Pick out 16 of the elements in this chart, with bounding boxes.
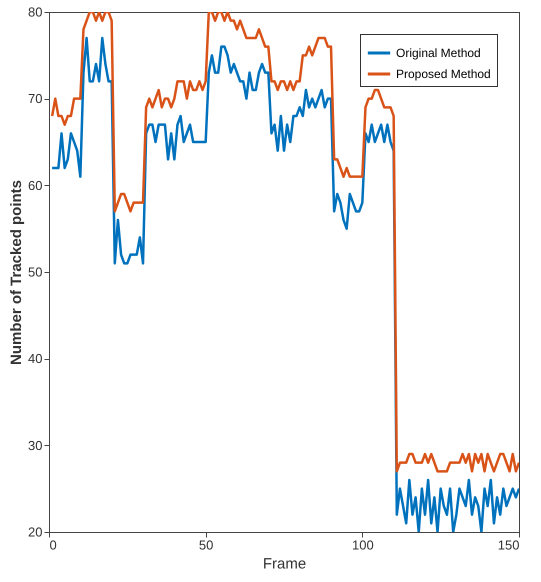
- y-tick-label: 70: [28, 91, 42, 106]
- x-tick-label: 150: [498, 538, 520, 552]
- line-series: [50, 12, 519, 473]
- x-tick-label: 50: [198, 538, 214, 552]
- y-tick-label: 50: [28, 264, 42, 280]
- x-axis-title: Frame: [262, 556, 306, 572]
- y-tick-label: 20: [28, 524, 42, 540]
- y-tick-label: 40: [28, 351, 42, 366]
- legend-label: Original Method: [396, 46, 481, 60]
- y-tick-label: 60: [28, 178, 42, 193]
- legend-label: Proposed Method: [396, 67, 491, 81]
- y-tick-label: 30: [28, 438, 42, 453]
- y-axis-title: Number of Tracked points: [8, 180, 26, 366]
- x-tick-label: 100: [352, 538, 374, 552]
- y-tick-label: 80: [28, 4, 42, 20]
- x-tick-label: 0: [50, 538, 57, 552]
